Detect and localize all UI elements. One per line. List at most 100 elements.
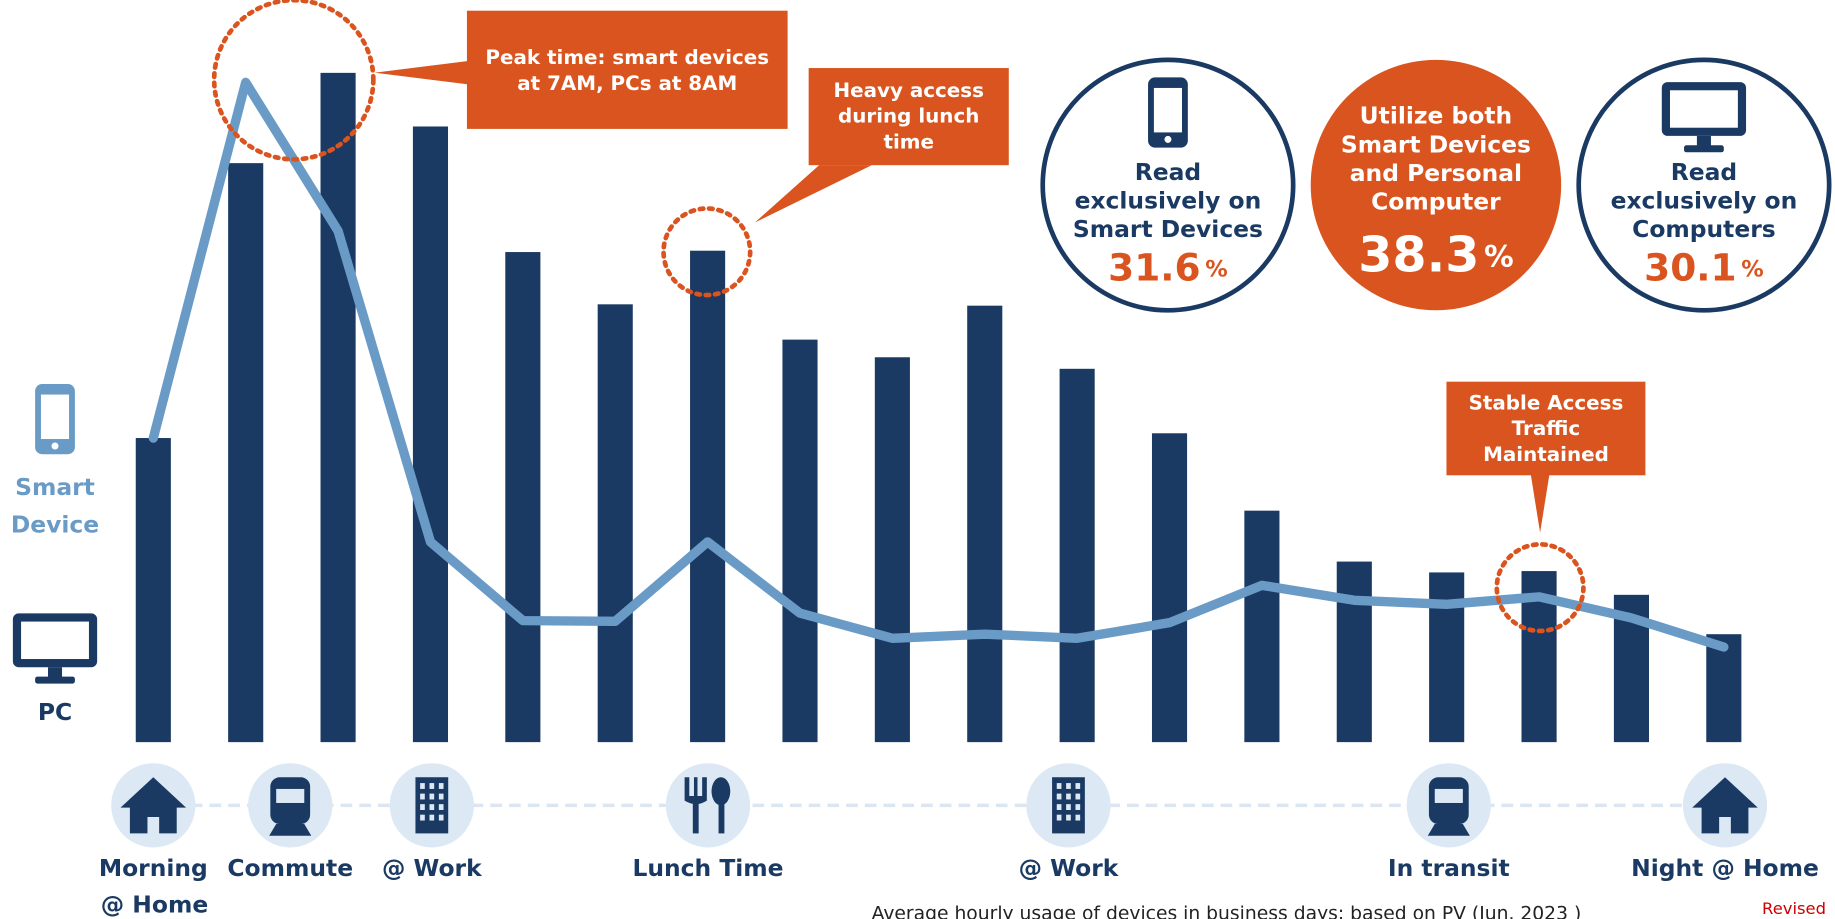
callout-text: Traffic — [1512, 417, 1581, 440]
timeline-label: Morning — [99, 854, 208, 882]
house-icon — [1692, 777, 1758, 834]
callout-pointer — [754, 165, 872, 223]
stat-text: exclusively on — [1075, 187, 1262, 215]
pc-stand — [1696, 135, 1711, 147]
building-window — [1066, 814, 1071, 821]
building-window — [1075, 804, 1081, 810]
building-window — [429, 814, 435, 821]
highlight-circle — [661, 206, 753, 298]
house-icon — [120, 777, 187, 834]
stat-circle — [1040, 57, 1296, 313]
callout-pointer — [374, 61, 469, 85]
building-window — [429, 793, 435, 800]
highlight-circle — [211, 0, 376, 162]
spoon-head — [711, 777, 731, 806]
building-window — [1075, 793, 1081, 800]
stat-circle — [1310, 59, 1562, 311]
building-window — [429, 783, 435, 789]
bar — [874, 357, 910, 743]
legend-smart: Smart Device — [10, 472, 100, 539]
building-window — [420, 804, 425, 810]
building-window — [420, 793, 425, 800]
train-rails — [269, 824, 312, 836]
legend-label: Smart Device — [10, 472, 100, 539]
timeline-label: Night @ Home — [1631, 854, 1819, 882]
building-window — [1056, 804, 1062, 810]
stat-text: Read — [1135, 158, 1201, 186]
bar — [135, 438, 171, 743]
building-window — [1066, 804, 1071, 810]
callout-box — [466, 10, 788, 129]
callout-text: Peak time: smart devices — [485, 46, 769, 69]
train-window — [1434, 788, 1463, 803]
building-window — [1075, 783, 1081, 789]
train-window — [276, 788, 305, 803]
bar — [505, 252, 541, 743]
timeline-label: Lunch Time — [632, 854, 783, 882]
timeline-label: @ Work — [1019, 854, 1119, 882]
timeline-label: In transit — [1388, 854, 1510, 882]
bar — [690, 250, 726, 743]
bar — [1429, 572, 1465, 743]
building-window — [438, 783, 444, 789]
callout-pointer — [1530, 474, 1550, 533]
stat-number: 30.1 — [1644, 245, 1736, 289]
fork-head — [684, 777, 707, 805]
stat-text: Smart Devices — [1341, 130, 1531, 158]
building-window — [438, 793, 444, 800]
pc-screen — [1669, 90, 1738, 128]
legend-pc: PC — [37, 697, 73, 726]
callout-text: time — [883, 130, 934, 153]
building-window — [1056, 814, 1062, 821]
train-rails — [1427, 824, 1470, 836]
callout-text: Stable Access — [1469, 391, 1624, 414]
stat-unit: % — [1205, 256, 1228, 282]
callout-text: Heavy access — [833, 79, 983, 102]
timeline-label: @ Home — [101, 890, 208, 918]
legend-label: PC — [37, 697, 73, 726]
bar — [1059, 368, 1095, 743]
bar — [412, 126, 449, 743]
bar — [1151, 433, 1188, 743]
building-window — [1056, 783, 1062, 789]
spoon-handle — [718, 802, 725, 834]
pc-icon — [12, 613, 98, 684]
stat-value: 30.1% — [1644, 245, 1764, 289]
stat-text: Read — [1671, 158, 1737, 186]
stat-unit: % — [1484, 239, 1514, 273]
smart-device-icon — [35, 384, 75, 455]
highlight-circle — [1494, 542, 1586, 634]
fork-icon — [692, 800, 699, 834]
bar — [967, 305, 1003, 743]
stat-text: and Personal — [1350, 159, 1522, 187]
stat-text: Computers — [1632, 215, 1776, 243]
stat-text: Utilize both — [1360, 102, 1513, 130]
callout-box — [1446, 381, 1646, 476]
callout-text: during lunch — [838, 105, 979, 128]
bar — [1336, 561, 1372, 743]
stat-unit: % — [1741, 256, 1764, 282]
stat-value: 31.6% — [1108, 245, 1228, 289]
stat-number: 38.3 — [1358, 225, 1479, 283]
building-window — [438, 814, 444, 821]
revised-note: Revised — [1762, 899, 1826, 918]
pc-base — [1684, 145, 1724, 153]
phone-button — [1164, 135, 1172, 143]
bar — [1244, 510, 1280, 743]
building-window — [420, 783, 425, 789]
phone-screen — [1153, 87, 1182, 133]
stat-value: 38.3% — [1358, 225, 1513, 283]
timeline-bubble — [665, 763, 751, 848]
building-window — [1066, 783, 1071, 789]
stat-number: 31.6 — [1108, 245, 1200, 289]
stat-text: exclusively on — [1611, 187, 1798, 215]
stat-circle — [1576, 57, 1832, 313]
building-window — [1075, 814, 1081, 821]
callout-text: Maintained — [1483, 443, 1609, 466]
callout-text: at 7AM, PCs at 8AM — [517, 72, 737, 95]
building-window — [1066, 793, 1071, 800]
timeline-label: Commute — [227, 854, 353, 882]
bar — [1706, 634, 1742, 743]
footnote: Average hourly usage of devices in busin… — [872, 904, 1582, 919]
